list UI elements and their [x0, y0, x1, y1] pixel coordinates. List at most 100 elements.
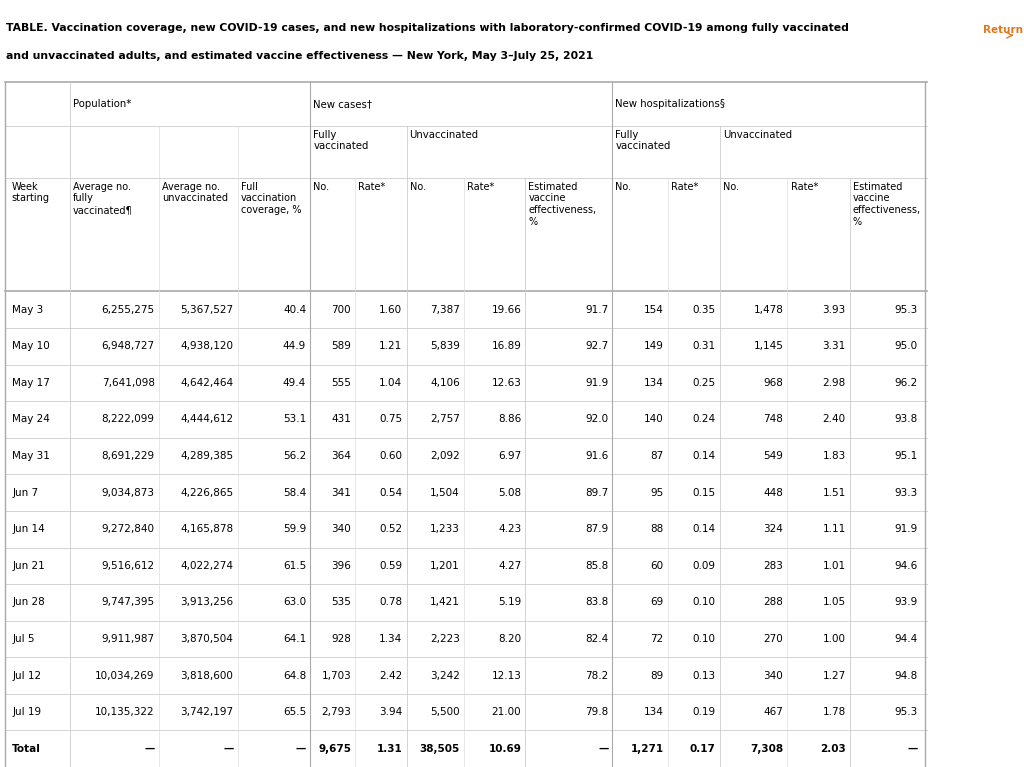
Text: 288: 288 [764, 597, 783, 607]
Text: Average no.
fully
vaccinated¶: Average no. fully vaccinated¶ [73, 182, 132, 215]
Text: 95.0: 95.0 [894, 341, 918, 351]
Text: 1.27: 1.27 [822, 670, 846, 680]
Text: 0.52: 0.52 [379, 524, 402, 535]
Text: 1.01: 1.01 [822, 561, 846, 571]
Text: 3.93: 3.93 [822, 304, 846, 314]
Text: 1.83: 1.83 [822, 451, 846, 461]
Text: 93.8: 93.8 [894, 414, 918, 424]
Text: 0.78: 0.78 [379, 597, 402, 607]
Text: 91.9: 91.9 [585, 378, 608, 388]
Text: 149: 149 [644, 341, 664, 351]
Text: 92.7: 92.7 [585, 341, 608, 351]
Text: 555: 555 [332, 378, 351, 388]
Text: 700: 700 [332, 304, 351, 314]
Text: 134: 134 [644, 707, 664, 717]
Text: 5.19: 5.19 [498, 597, 521, 607]
Text: 61.5: 61.5 [283, 561, 306, 571]
Text: 58.4: 58.4 [283, 488, 306, 498]
Text: 9,034,873: 9,034,873 [101, 488, 155, 498]
Text: 0.59: 0.59 [379, 561, 402, 571]
Text: No.: No. [723, 182, 739, 192]
Text: 10,135,322: 10,135,322 [95, 707, 155, 717]
Text: Jun 28: Jun 28 [12, 597, 45, 607]
Text: 79.8: 79.8 [585, 707, 608, 717]
Text: Fully
vaccinated: Fully vaccinated [615, 130, 671, 151]
Text: 748: 748 [764, 414, 783, 424]
Text: 94.4: 94.4 [894, 634, 918, 644]
Text: 1,421: 1,421 [430, 597, 460, 607]
Text: 9,516,612: 9,516,612 [101, 561, 155, 571]
Text: Return: Return [983, 25, 1023, 35]
Text: 1,201: 1,201 [430, 561, 460, 571]
Text: 1.05: 1.05 [822, 597, 846, 607]
Text: Fully
vaccinated: Fully vaccinated [313, 130, 369, 151]
Text: 12.13: 12.13 [492, 670, 521, 680]
Text: Full
vaccination
coverage, %: Full vaccination coverage, % [241, 182, 301, 215]
Text: Jun 21: Jun 21 [12, 561, 45, 571]
Text: 0.14: 0.14 [692, 524, 716, 535]
Text: 91.6: 91.6 [585, 451, 608, 461]
Text: 2,223: 2,223 [430, 634, 460, 644]
Text: 2.03: 2.03 [820, 744, 846, 754]
Text: 0.75: 0.75 [379, 414, 402, 424]
Text: —: — [223, 744, 233, 754]
Text: 49.4: 49.4 [283, 378, 306, 388]
Text: 0.19: 0.19 [692, 707, 716, 717]
Text: 4,226,865: 4,226,865 [180, 488, 233, 498]
Text: —: — [144, 744, 155, 754]
Text: 1.60: 1.60 [379, 304, 402, 314]
Text: 0.60: 0.60 [380, 451, 402, 461]
Text: 1,504: 1,504 [430, 488, 460, 498]
Text: 283: 283 [764, 561, 783, 571]
Text: 0.35: 0.35 [692, 304, 716, 314]
Text: 4,022,274: 4,022,274 [180, 561, 233, 571]
Text: 1,703: 1,703 [322, 670, 351, 680]
Text: TABLE. Vaccination coverage, new COVID-19 cases, and new hospitalizations with l: TABLE. Vaccination coverage, new COVID-1… [6, 23, 849, 33]
Text: 6,948,727: 6,948,727 [101, 341, 155, 351]
Text: 96.2: 96.2 [894, 378, 918, 388]
Text: 78.2: 78.2 [585, 670, 608, 680]
Text: Total: Total [12, 744, 41, 754]
Text: No.: No. [410, 182, 426, 192]
Text: 134: 134 [644, 378, 664, 388]
Text: Jul 12: Jul 12 [12, 670, 41, 680]
Text: 10,034,269: 10,034,269 [95, 670, 155, 680]
Text: 448: 448 [764, 488, 783, 498]
Text: 340: 340 [332, 524, 351, 535]
Text: Jul 5: Jul 5 [12, 634, 35, 644]
Text: 4,938,120: 4,938,120 [180, 341, 233, 351]
Text: 53.1: 53.1 [283, 414, 306, 424]
Text: 95: 95 [650, 488, 664, 498]
Text: 431: 431 [332, 414, 351, 424]
Text: 5,500: 5,500 [430, 707, 460, 717]
Text: 1,271: 1,271 [631, 744, 664, 754]
Text: 82.4: 82.4 [585, 634, 608, 644]
Text: 12.63: 12.63 [492, 378, 521, 388]
Text: 91.7: 91.7 [585, 304, 608, 314]
Text: 8.86: 8.86 [498, 414, 521, 424]
Text: 87: 87 [650, 451, 664, 461]
Text: 341: 341 [332, 488, 351, 498]
Text: 93.3: 93.3 [894, 488, 918, 498]
Text: 94.8: 94.8 [894, 670, 918, 680]
Text: 64.8: 64.8 [283, 670, 306, 680]
Text: 60: 60 [650, 561, 664, 571]
Text: 1.21: 1.21 [379, 341, 402, 351]
Text: 9,675: 9,675 [318, 744, 351, 754]
Text: New cases†: New cases† [313, 99, 373, 109]
Text: 1.31: 1.31 [377, 744, 402, 754]
Text: 5,839: 5,839 [430, 341, 460, 351]
Text: 0.15: 0.15 [692, 488, 716, 498]
Text: 95.3: 95.3 [894, 304, 918, 314]
Text: 535: 535 [332, 597, 351, 607]
Text: May 24: May 24 [12, 414, 50, 424]
Text: 3.94: 3.94 [379, 707, 402, 717]
Text: 91.9: 91.9 [894, 524, 918, 535]
Text: 7,641,098: 7,641,098 [101, 378, 155, 388]
Text: 0.25: 0.25 [692, 378, 716, 388]
Text: 16.89: 16.89 [492, 341, 521, 351]
Text: 94.6: 94.6 [894, 561, 918, 571]
Text: 3,913,256: 3,913,256 [180, 597, 233, 607]
Text: 2.42: 2.42 [379, 670, 402, 680]
Text: No.: No. [615, 182, 632, 192]
